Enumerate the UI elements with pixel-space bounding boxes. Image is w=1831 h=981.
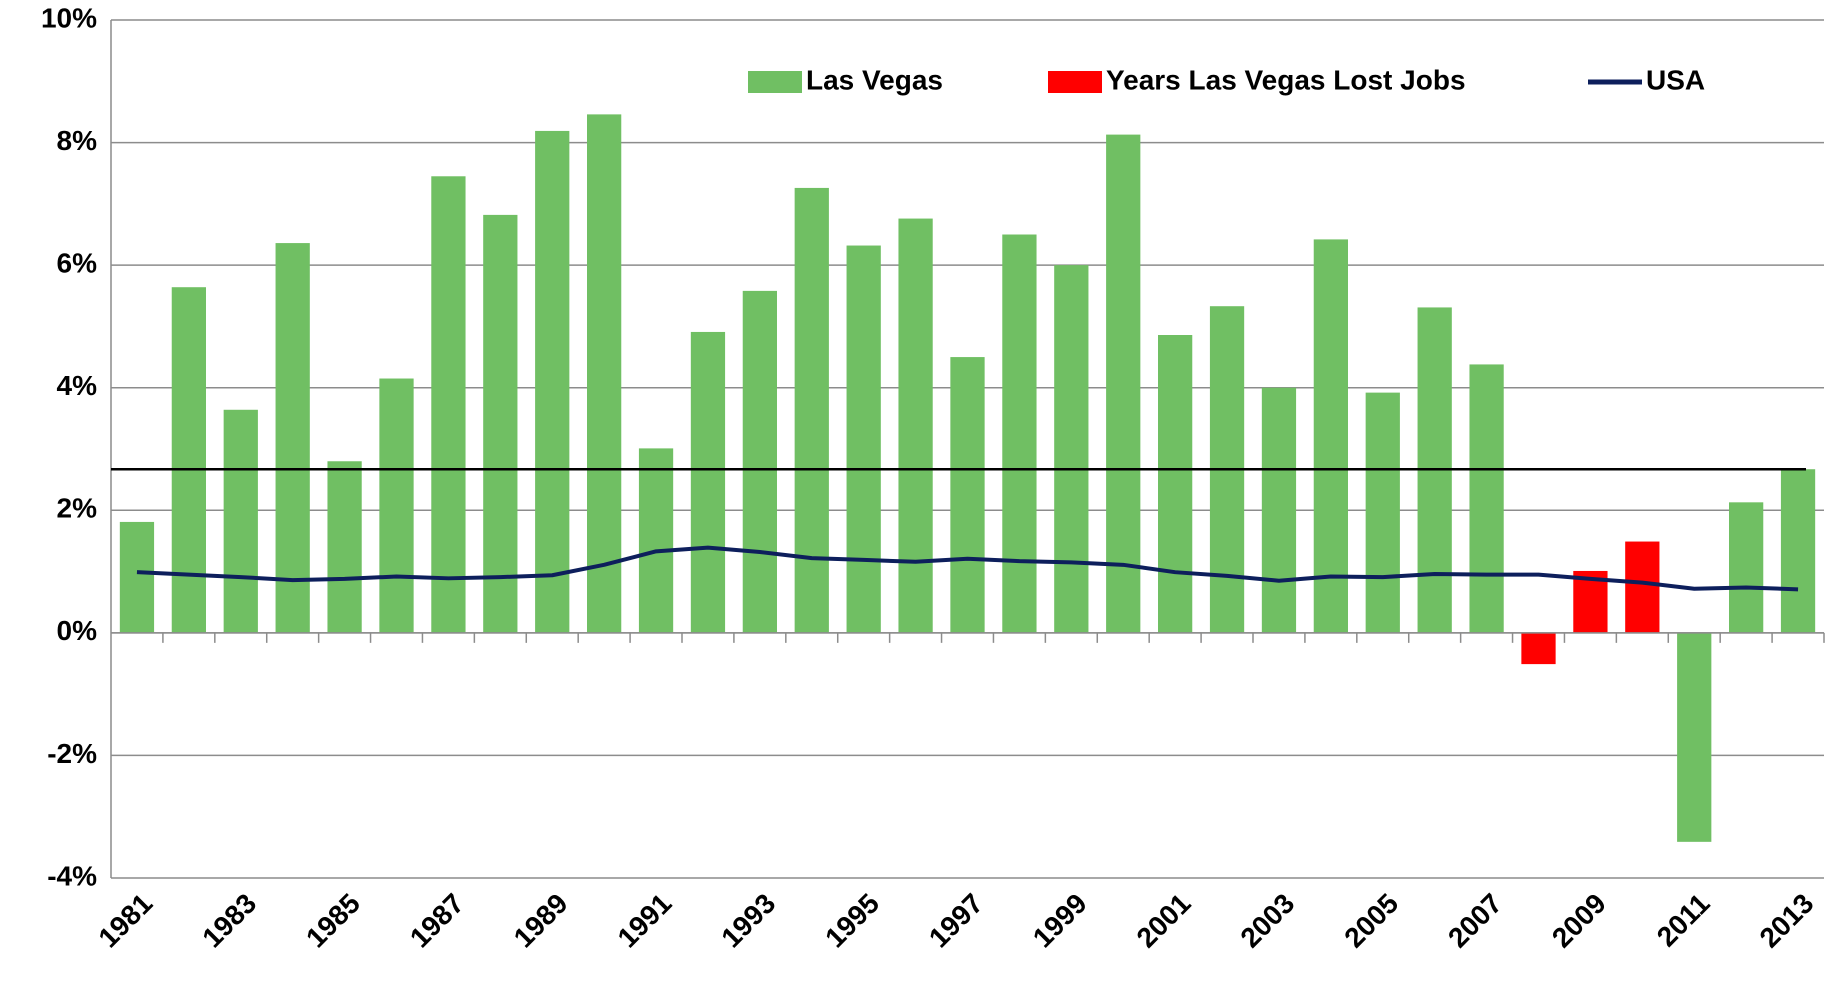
bar xyxy=(1365,392,1400,633)
bar xyxy=(690,331,726,633)
x-tick-label: 1987 xyxy=(404,888,470,954)
bar xyxy=(535,130,570,633)
bar xyxy=(898,218,933,633)
y-tick-label: 6% xyxy=(57,248,98,279)
bar xyxy=(1469,364,1504,633)
bar xyxy=(587,114,622,633)
bar xyxy=(1780,469,1816,633)
legend-swatch xyxy=(1048,71,1102,93)
legend-label: Years Las Vegas Lost Jobs xyxy=(1106,64,1466,95)
bar xyxy=(950,357,985,633)
x-tick-label: 1985 xyxy=(300,888,366,954)
y-tick-label: 10% xyxy=(41,2,97,33)
line xyxy=(136,545,1799,592)
bar xyxy=(1521,632,1556,665)
legend-swatch xyxy=(748,71,802,93)
x-tick-label: 1995 xyxy=(819,888,885,954)
x-tick-label: 1993 xyxy=(715,888,781,954)
x-tick-label: 1989 xyxy=(508,888,574,954)
bar xyxy=(1313,239,1348,633)
y-tick-label: 2% xyxy=(57,493,98,524)
x-tick-label: 2011 xyxy=(1651,888,1716,953)
y-tick-label: -4% xyxy=(47,860,97,891)
bar xyxy=(794,187,829,633)
x-tick-label: 2007 xyxy=(1442,888,1508,954)
bar xyxy=(379,378,414,633)
bar xyxy=(1106,134,1141,633)
bar xyxy=(171,287,206,633)
y-tick-label: 8% xyxy=(57,125,98,156)
legend-label: USA xyxy=(1646,64,1705,95)
bar xyxy=(1261,387,1297,633)
x-tick-label: 2013 xyxy=(1754,888,1820,954)
x-tick-label: 1981 xyxy=(92,888,158,954)
x-tick-label: 1983 xyxy=(196,888,262,954)
x-tick-label: 2001 xyxy=(1131,888,1197,954)
bar xyxy=(223,409,258,633)
x-tick-label: 2005 xyxy=(1338,888,1404,954)
bar xyxy=(1625,541,1660,633)
bar xyxy=(1002,234,1037,633)
x-tick-label: 2009 xyxy=(1546,888,1612,954)
bar xyxy=(638,448,674,633)
y-tick-label: 4% xyxy=(57,370,98,401)
legend-label: Las Vegas xyxy=(806,64,943,95)
x-tick-label: 2003 xyxy=(1234,888,1300,954)
bar xyxy=(483,214,518,633)
x-tick-label: 1997 xyxy=(923,888,989,954)
x-tick-label: 1999 xyxy=(1027,888,1093,954)
x-tick-label: 1991 xyxy=(612,888,678,954)
y-tick-label: -2% xyxy=(47,738,97,769)
bar xyxy=(327,461,362,633)
bar xyxy=(1054,265,1089,633)
bar xyxy=(1677,632,1712,842)
bar xyxy=(742,290,777,633)
bar xyxy=(431,176,466,633)
y-tick-label: 0% xyxy=(57,615,98,646)
bar xyxy=(846,245,881,633)
bar xyxy=(119,521,155,633)
bar xyxy=(1158,335,1193,633)
bar xyxy=(1729,502,1764,633)
bar xyxy=(275,243,310,633)
